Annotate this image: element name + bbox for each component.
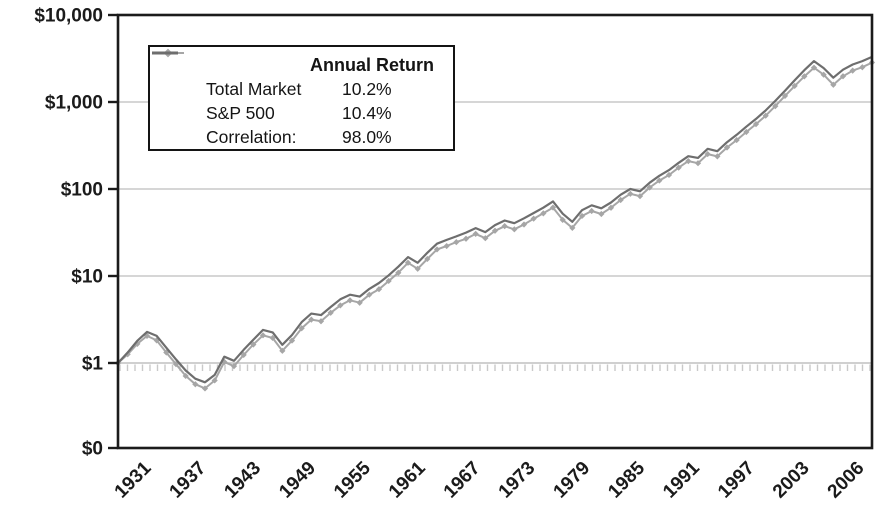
legend-value-correlation: 98.0% [342,127,392,148]
legend-value-sp500: 10.4% [342,103,392,124]
legend-label-total-market: Total Market [206,79,302,100]
svg-text:2003: 2003 [769,458,814,503]
svg-text:1949: 1949 [275,458,320,503]
plot-frame [116,13,874,450]
x-axis-labels: 1931 1937 1943 1949 1955 1961 1967 1973 1979 1985… [111,457,869,502]
total-market-markers [114,59,876,392]
svg-text:$1: $1 [82,354,104,375]
svg-text:1985: 1985 [604,457,649,502]
svg-text:$10,000: $10,000 [34,6,103,27]
legend-label-correlation: Correlation: [206,127,297,148]
legend-value-total-market: 10.2% [342,79,392,100]
svg-text:1955: 1955 [330,457,375,502]
svg-text:1937: 1937 [166,458,211,503]
legend-row-sp500: S&P 500 10.4% [152,51,435,126]
svg-text:1961: 1961 [385,457,430,502]
svg-text:1973: 1973 [495,458,540,503]
svg-text:1931: 1931 [111,457,156,502]
y-axis-labels: $10,000 $1,000 $100 $10 $1 $0 [34,6,118,460]
svg-text:$10: $10 [71,267,103,288]
svg-text:1991: 1991 [659,457,704,502]
legend-row-correlation: Correlation: 98.0% [162,126,435,150]
legend-row-total-market: Total Market 10.2% [152,48,435,102]
legend-label-sp500: S&P 500 [206,103,275,124]
svg-text:1979: 1979 [550,458,595,503]
sp500-line [117,55,873,384]
svg-text:2006: 2006 [824,458,869,503]
legend: Annual Return Total Market 10.2% S&P 500… [148,45,455,151]
svg-text:$0: $0 [82,439,103,460]
svg-text:1943: 1943 [220,458,265,503]
svg-text:$100: $100 [61,180,103,201]
svg-text:1997: 1997 [714,458,759,503]
svg-text:1967: 1967 [440,458,485,503]
legend-header: Annual Return [310,55,434,75]
svg-text:$1,000: $1,000 [45,93,103,114]
